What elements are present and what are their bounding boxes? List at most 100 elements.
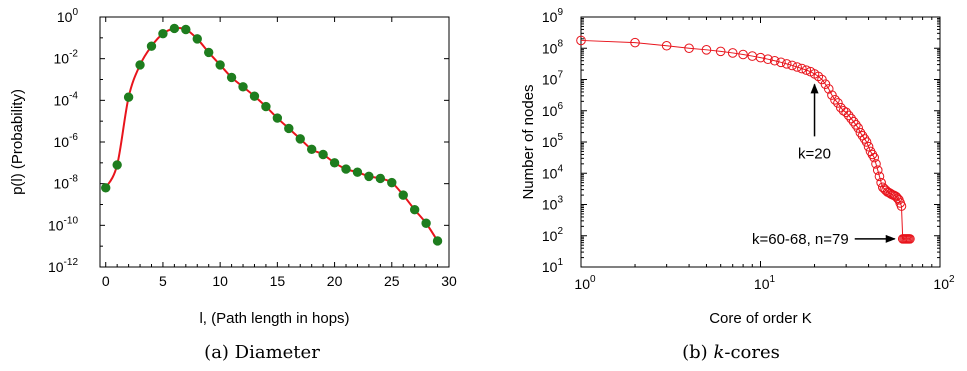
chart-diameter: 0 5 10 15 20 25 30 100 10-2 10-4 10-6 10-8 10-10 10-1… [9,7,457,363]
data-point [871,159,881,169]
x-tick-label: 20 [327,273,343,289]
y-tick-label: 10-6 [54,132,79,150]
x-tick-label: 10 [212,273,228,289]
y-tick-label: 10-8 [54,174,79,192]
data-point [364,171,374,182]
data-point [859,134,870,144]
data-point [874,171,885,182]
y-tick-label: 106 [542,101,564,119]
data-point [763,54,773,64]
chart-kcores: 100 101 102 109 108 107 106 105 104 103 102 101 k=2… [520,7,955,363]
data-point [843,110,854,121]
data-point [833,98,843,108]
plot-frame [580,16,941,268]
data-point [272,113,283,123]
x-tick-label: 25 [384,273,400,289]
data-point [112,160,122,170]
x-tick-label: 0 [102,273,110,289]
y-tick-label: 107 [542,70,564,88]
data-point [827,90,837,100]
data-point [661,40,672,51]
x-tick-label: 15 [270,273,286,289]
caption-prefix: (b) [682,342,713,363]
data-point [872,165,883,175]
data-point [432,236,443,246]
data-point [409,205,420,215]
data-point [727,48,738,58]
data-point [781,59,792,69]
data-point [192,34,202,44]
data-point [861,137,872,147]
x-tick-label: 30 [441,273,457,289]
data-point [876,177,886,188]
data-point [352,167,363,177]
data-point [226,72,237,83]
y-axis-label: Number of nodes [520,84,537,199]
data-point [261,101,271,112]
data-point [306,144,317,154]
data-point [835,102,846,113]
data-point [715,46,726,57]
data-point [158,28,168,39]
data-point [769,55,780,66]
y-axis-label: p(l) (Probability) [9,89,26,195]
x-axis-label: l, (Path length in hops) [199,310,349,327]
x-tick-label: 102 [933,274,955,292]
data-point [576,35,586,46]
x-tick-label: 5 [159,273,167,289]
chart-caption: (b) k-cores [682,342,780,363]
y-tick-label: 104 [542,163,564,181]
data-point [869,152,880,163]
data-point [238,82,248,92]
data-point [851,120,861,130]
annotation-label: k=60-68, n=79 [752,231,849,248]
series-line [104,27,439,242]
data-point [738,49,748,60]
data-point [813,71,824,82]
data-point [848,116,859,127]
data-point [863,141,874,152]
data-point [329,158,340,168]
data-point [896,201,907,211]
data-point [776,57,786,68]
x-tick-label: 101 [754,274,776,292]
y-tick-label: 10-4 [54,90,79,108]
caption-italic: k [713,342,724,363]
data-point [101,183,111,193]
data-point [249,91,260,101]
data-point [801,65,812,75]
data-point [892,193,903,204]
data-point [792,62,802,72]
data-point [295,134,305,144]
data-point [905,234,915,244]
data-point [755,52,766,63]
data-point [123,92,134,102]
y-tick-label: 10-10 [48,215,78,233]
data-point [830,95,840,105]
chart-caption: (a) Diameter [204,342,320,363]
y-tick-label: 103 [542,195,564,213]
data-point [684,43,694,54]
data-point [867,149,878,160]
y-tick-label: 10-12 [48,257,78,275]
y-tick-label: 101 [542,257,564,275]
x-axis-label: Core of order K [709,310,812,327]
data-point [630,37,640,48]
plot-frame [99,16,450,268]
y-tick-label: 100 [57,7,79,25]
data-point [375,173,386,184]
data-point [421,218,431,228]
y-tick-label: 105 [542,132,564,150]
data-point [846,113,856,124]
data-point [181,24,191,35]
y-tick-label: 10-2 [54,49,79,67]
data-point [204,47,214,58]
data-point [341,164,351,174]
data-point [318,149,328,160]
data-point [797,63,807,74]
data-point [398,190,408,200]
data-point [387,177,397,188]
x-tick-label: 100 [574,274,596,292]
data-point [787,60,797,71]
